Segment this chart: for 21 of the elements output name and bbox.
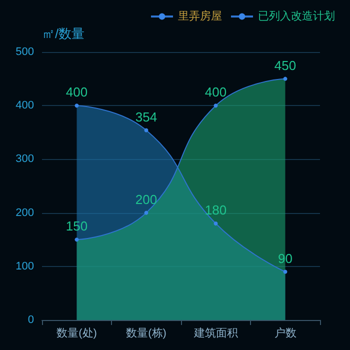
data-label: 400 (66, 84, 88, 100)
data-label: 180 (204, 202, 227, 218)
x-tick-label: 户数 (274, 326, 296, 340)
data-label: 354 (135, 109, 158, 124)
y-tick-label: 400 (16, 100, 34, 112)
y-axis-title: ㎡/数量 (42, 26, 85, 41)
y-tick-label: 300 (16, 153, 34, 166)
data-label: 150 (66, 218, 88, 234)
x-tick-label: 建筑面积 (192, 326, 238, 340)
x-tick-label: 数量(栋) (126, 328, 166, 340)
y-tick-label: 0 (28, 314, 34, 326)
y-tick-label: 500 (16, 46, 34, 58)
legend-label: 已列入改造计划 (258, 10, 335, 22)
data-label: 90 (278, 250, 292, 266)
data-label: 400 (204, 84, 227, 100)
y-tick-label: 200 (16, 206, 34, 219)
y-tick-label: 100 (16, 260, 34, 272)
data-label: 200 (135, 192, 158, 207)
legend-label: 里弄房屋 (178, 10, 222, 22)
x-tick-label: 数量(处) (56, 326, 97, 340)
data-label: 450 (274, 58, 296, 73)
